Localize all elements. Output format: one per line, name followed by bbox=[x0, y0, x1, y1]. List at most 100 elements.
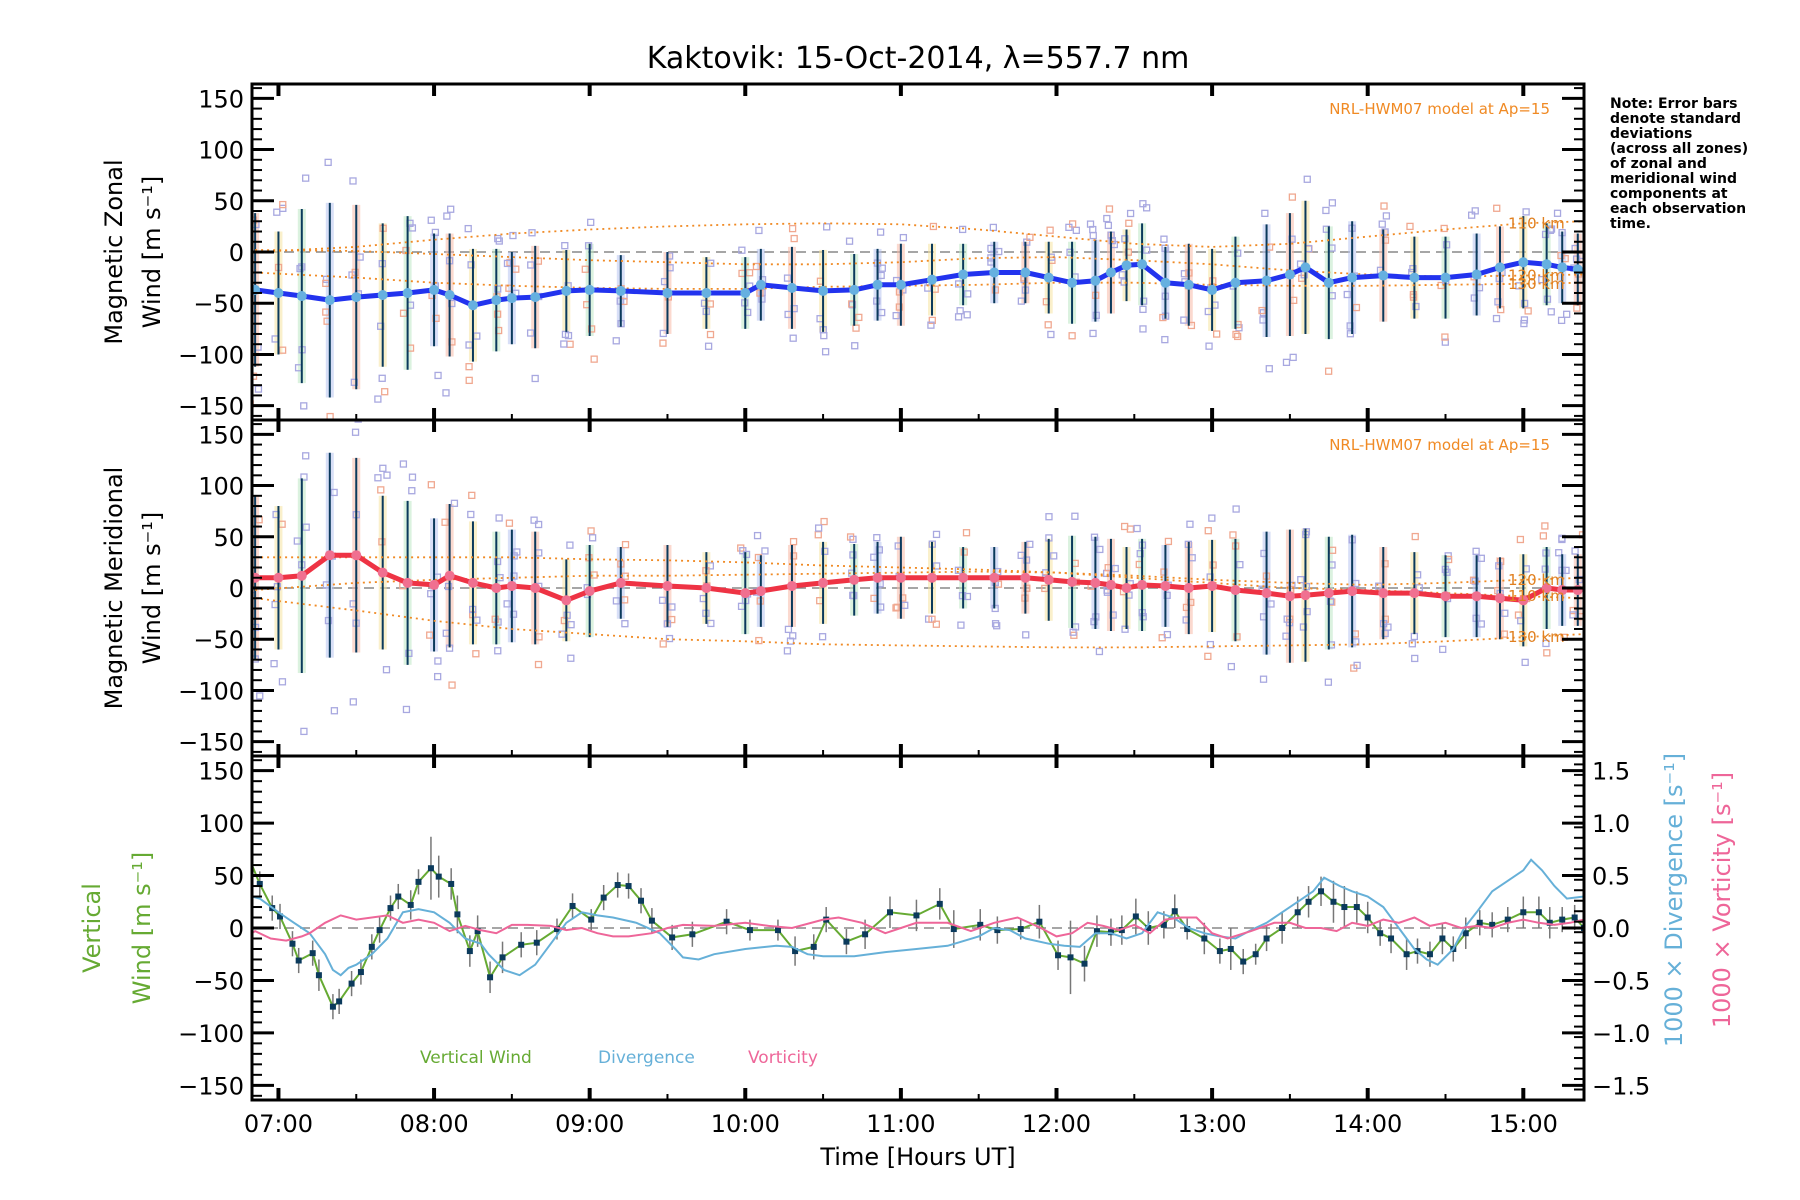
vertical-wind-point bbox=[357, 969, 364, 976]
mean-wind-point bbox=[273, 572, 284, 583]
mean-wind-point bbox=[989, 267, 1000, 278]
mean-wind-point bbox=[701, 287, 712, 298]
zone-sample bbox=[567, 621, 575, 629]
zone-sample bbox=[1045, 513, 1053, 521]
zone-sample bbox=[354, 420, 362, 423]
zone-sample bbox=[612, 337, 620, 345]
vertical-wind-point bbox=[1279, 925, 1286, 931]
mean-wind-point bbox=[755, 279, 766, 290]
vertical-wind-point bbox=[487, 974, 494, 981]
vertical-wind-point bbox=[913, 912, 920, 919]
zone-sample bbox=[1439, 645, 1447, 654]
zone-sample bbox=[1477, 554, 1485, 562]
mean-wind-point bbox=[615, 577, 626, 588]
zone-sample bbox=[1234, 332, 1242, 341]
vertical-wind-point bbox=[1489, 921, 1496, 928]
zone-sample bbox=[1575, 575, 1583, 584]
zone-sample bbox=[300, 727, 308, 736]
zone-sample bbox=[1160, 235, 1168, 243]
zone-sample bbox=[1071, 512, 1079, 520]
vertical-wind-point bbox=[415, 878, 422, 885]
mean-wind-point bbox=[1300, 590, 1311, 601]
mean-wind-point bbox=[1230, 277, 1241, 288]
zone-sample bbox=[530, 516, 538, 524]
zone-sample bbox=[1569, 611, 1577, 619]
zone-sample bbox=[1022, 556, 1031, 564]
mean-wind-point bbox=[958, 269, 969, 280]
zone-sample bbox=[962, 529, 971, 537]
mean-wind-point bbox=[273, 287, 284, 298]
y-tick-label: −150 bbox=[178, 729, 244, 757]
zone-sample bbox=[408, 473, 417, 481]
zone-sample bbox=[1555, 549, 1563, 557]
x-tick-label: 12:00 bbox=[1022, 1110, 1091, 1138]
mean-wind-point bbox=[1494, 593, 1505, 604]
mean-wind-point bbox=[1284, 591, 1295, 602]
zone-sample bbox=[818, 633, 827, 641]
x-tick-label: 07:00 bbox=[244, 1110, 313, 1138]
zone-sample bbox=[1324, 367, 1333, 375]
zone-sample bbox=[745, 269, 754, 277]
mean-wind-point bbox=[351, 292, 362, 303]
vertical-wind-point bbox=[427, 865, 434, 872]
zone-sample bbox=[1410, 632, 1419, 641]
zone-sample bbox=[1126, 209, 1135, 218]
divergence-axis-label: 1000 × Divergence [s⁻¹] bbox=[1660, 753, 1688, 1047]
note-line: (across all zones) bbox=[1610, 141, 1748, 157]
zone-sample bbox=[1443, 568, 1451, 576]
mean-wind-point bbox=[467, 577, 478, 588]
mean-wind-point bbox=[1261, 275, 1272, 286]
mean-wind-point bbox=[740, 588, 751, 599]
y-tick-label: 100 bbox=[198, 473, 244, 501]
note-line: denote standard bbox=[1610, 111, 1741, 127]
y-tick-label: 0 bbox=[229, 575, 244, 603]
zone-sample bbox=[1539, 532, 1548, 540]
zone-sample bbox=[1409, 264, 1417, 273]
note-line: Note: Error bars bbox=[1610, 96, 1737, 112]
vertical-wind-point bbox=[810, 943, 817, 950]
altitude-label: 120 km bbox=[1508, 571, 1565, 589]
zone-sample bbox=[659, 640, 667, 648]
zone-sample bbox=[927, 321, 935, 329]
zone-sample bbox=[495, 237, 503, 245]
mean-wind-point bbox=[324, 550, 335, 561]
vertical-wind-point bbox=[625, 883, 632, 890]
zone-sample bbox=[534, 520, 543, 529]
zone-sample bbox=[1139, 200, 1147, 208]
zone-sample bbox=[1343, 290, 1351, 299]
zone-sample bbox=[1180, 270, 1189, 278]
zone-sample bbox=[350, 378, 358, 386]
vertical-wind-point bbox=[1462, 930, 1469, 937]
zone-sample bbox=[960, 548, 968, 556]
zone-sample bbox=[1382, 212, 1391, 220]
zone-sample bbox=[1547, 225, 1556, 233]
legend-item-divergence: Divergence bbox=[598, 1048, 695, 1068]
zone-sample bbox=[1353, 661, 1361, 670]
zone-sample bbox=[1381, 228, 1389, 236]
zone-sample bbox=[739, 547, 747, 555]
zone-sample bbox=[612, 597, 621, 605]
zone-sample bbox=[465, 363, 473, 371]
zone-sample bbox=[1442, 241, 1451, 249]
zone-sample bbox=[1089, 329, 1097, 338]
zone-sample bbox=[1236, 561, 1244, 569]
zone-sample bbox=[1232, 505, 1240, 513]
vertical-wind-point bbox=[1184, 926, 1191, 933]
vertical-wind-point bbox=[1364, 914, 1371, 921]
zone-sample bbox=[1493, 204, 1501, 212]
mean-wind-point bbox=[1160, 580, 1171, 591]
mean-wind-point bbox=[1378, 588, 1389, 599]
zone-sample bbox=[444, 582, 453, 591]
zone-sample bbox=[1415, 584, 1423, 592]
zone-sample bbox=[383, 471, 391, 479]
vertical-wind-point bbox=[1520, 909, 1527, 916]
zone-sample bbox=[1515, 282, 1523, 290]
zone-sample bbox=[1520, 299, 1529, 308]
zone-sample bbox=[1563, 310, 1571, 318]
zone-sample bbox=[467, 261, 475, 269]
mean-wind-point bbox=[1323, 588, 1334, 599]
mean-wind-point bbox=[895, 572, 906, 583]
zone-sample bbox=[1046, 226, 1054, 234]
zone-sample bbox=[1160, 568, 1168, 576]
mean-wind-point bbox=[701, 583, 712, 593]
